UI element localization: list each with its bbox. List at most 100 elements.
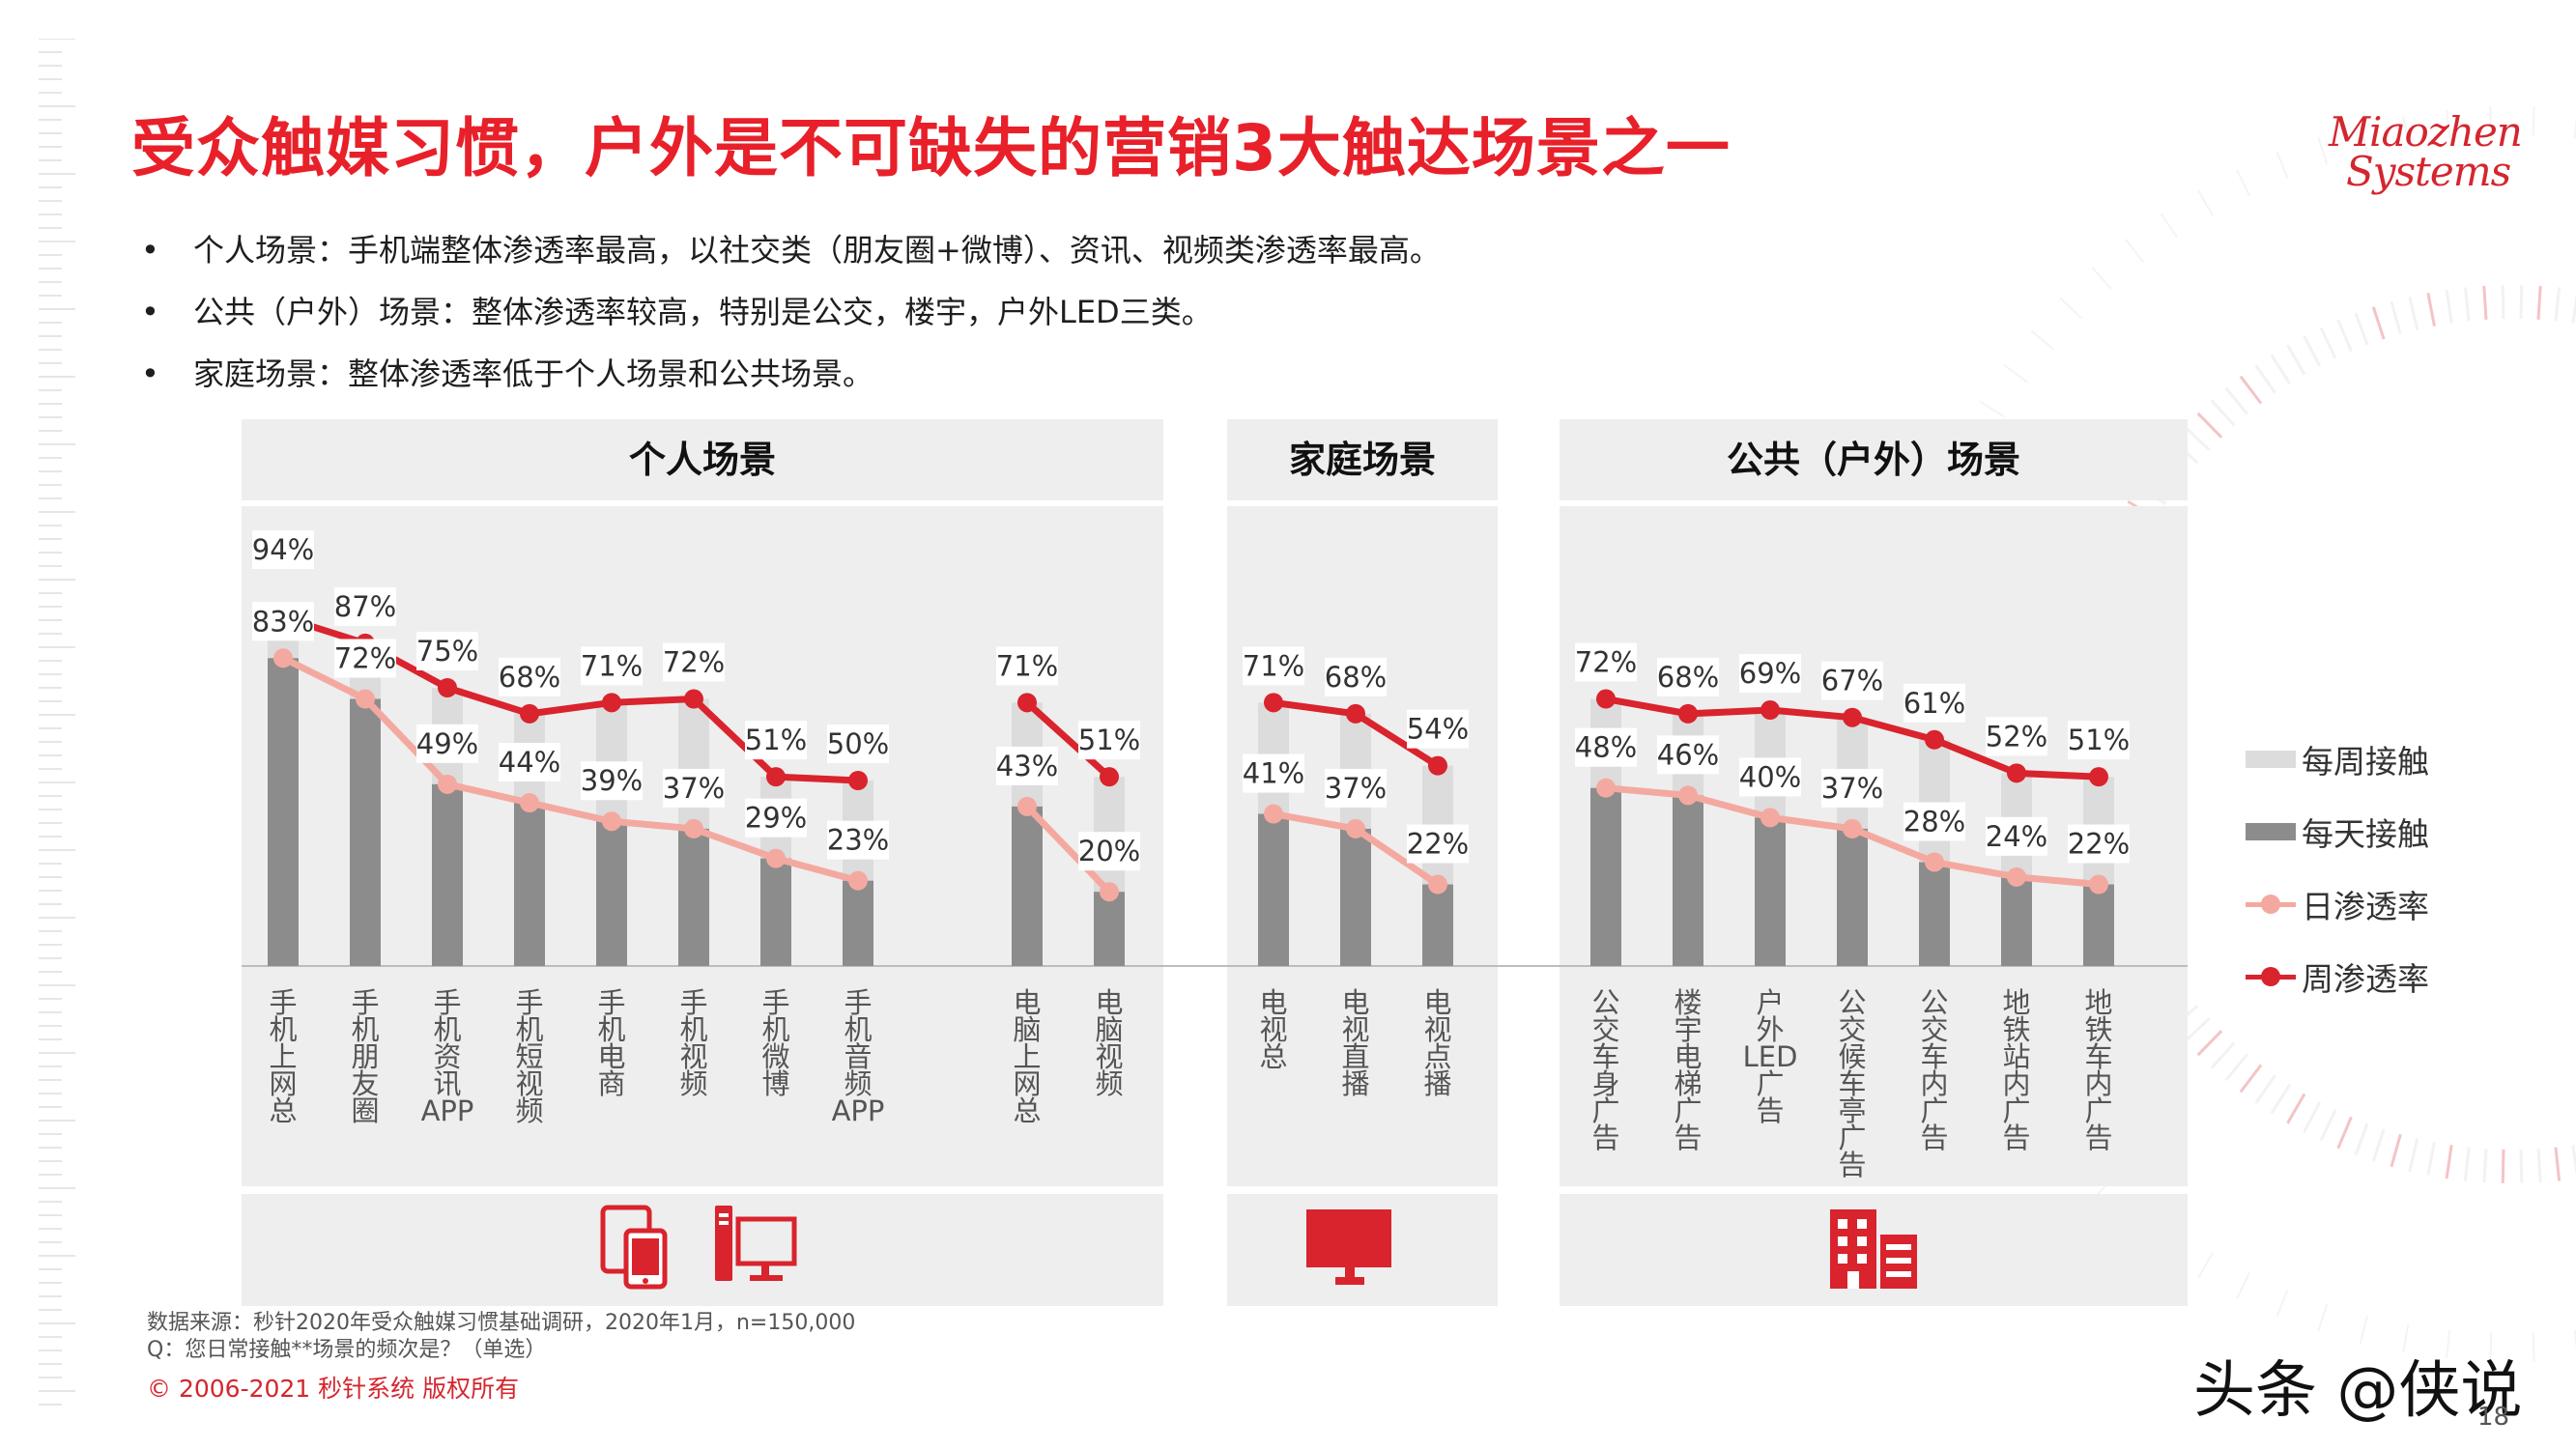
weekly-data-label: 54% [1407, 713, 1469, 746]
daily-contact-bar [1673, 795, 1703, 966]
daily-contact-bar [268, 658, 299, 966]
weekly-data-label-bg [663, 642, 725, 682]
weekly-data-label-bg [745, 721, 807, 760]
weekly-data-label: 50% [827, 727, 889, 760]
weekly-data-label-bg [1821, 661, 1883, 700]
weekly-data-label: 94% [252, 533, 314, 566]
daily-contact-bar [1094, 892, 1125, 966]
weekly-data-label: 61% [1903, 687, 1965, 720]
weekly-data-label-bg [1986, 717, 2047, 756]
daily-penetration-point [1428, 874, 1447, 895]
daily-contact-bar [843, 880, 873, 966]
category-label: 电视直播 [1341, 986, 1369, 1100]
legend-label: 周渗透率 [2302, 959, 2429, 998]
legend-swatch-weekly-contact [2246, 750, 2296, 768]
daily-data-label: 24% [1986, 820, 2047, 853]
daily-data-label-bg [1986, 816, 2047, 856]
logo-line-1: Miaozhen [2329, 108, 2523, 156]
daily-data-label: 23% [827, 824, 889, 857]
daily-data-label: 22% [1407, 828, 1469, 861]
daily-data-label: 48% [1575, 731, 1637, 764]
daily-data-label: 37% [1325, 772, 1387, 805]
daily-penetration-point [438, 774, 457, 794]
daily-data-label: 22% [2068, 828, 2130, 861]
category-label: 公交车内广告 [1920, 986, 1948, 1154]
daily-contact-bar [760, 858, 791, 966]
weekly-data-label: 51% [745, 724, 807, 756]
panel-footer-personal [242, 1194, 1163, 1306]
weekly-data-label-bg [1407, 709, 1469, 749]
daily-contact-bar [596, 821, 627, 966]
devices-icon [600, 1205, 668, 1290]
daily-penetration-point [1100, 882, 1119, 902]
page-title: 受众触媒习惯，户外是不可缺失的营销3大触达场景之一 [131, 111, 1731, 185]
daily-penetration-point [1264, 804, 1283, 824]
daily-contact-bar [514, 803, 545, 966]
source-text: 数据来源：秒针2020年受众触媒习惯基础调研，2020年1月，n=150,000 [147, 1311, 856, 1335]
weekly-penetration-point [438, 678, 457, 697]
weekly-data-label: 69% [1739, 657, 1801, 690]
legend-label: 日渗透率 [2302, 887, 2429, 925]
daily-data-label: 72% [334, 642, 396, 675]
daily-data-label-bg [1657, 735, 1719, 775]
daily-data-label-bg [2068, 824, 2130, 864]
weekly-data-label-bg [334, 586, 396, 626]
category-label: 公交车身广告 [1591, 986, 1619, 1154]
weekly-penetration-point [1017, 693, 1037, 713]
daily-penetration-point [1346, 818, 1365, 838]
category-label: 楼宇电梯广告 [1674, 986, 1702, 1154]
weekly-penetration-point [520, 703, 539, 724]
watermark-text: 头条 @侠说 [2193, 1355, 2523, 1427]
weekly-penetration-point [766, 767, 786, 787]
weekly-penetration-line [1024, 699, 1112, 780]
weekly-data-label-bg [2068, 721, 2130, 760]
daily-data-label: 44% [499, 746, 560, 779]
daily-contact-bar [2001, 876, 2032, 966]
daily-data-label-bg [827, 820, 889, 860]
daily-penetration-point [520, 793, 539, 813]
legend-label: 每天接触 [2302, 814, 2429, 853]
question-text: Q：您日常接触**场景的频次是？（单选） [147, 1338, 547, 1362]
weekly-penetration-point [1925, 729, 1944, 750]
legend-item-weekly-contact: 每周接触 [2246, 723, 2429, 795]
daily-data-label-bg [1903, 802, 1965, 841]
weekly-data-label: 51% [2068, 724, 2130, 756]
weekly-data-label: 87% [334, 590, 396, 623]
daily-penetration-point [273, 648, 293, 668]
weekly-data-label-bg [1243, 646, 1304, 686]
daily-penetration-point [1760, 808, 1780, 828]
weekly-data-label-bg [1078, 721, 1140, 760]
weekly-data-label-bg [1575, 642, 1637, 682]
category-label: 公交候车亭广告 [1838, 986, 1866, 1181]
daily-contact-bar [1590, 787, 1621, 966]
weekly-penetration-point [848, 771, 868, 790]
daily-penetration-point [356, 689, 375, 709]
category-label: 电脑上网总 [1013, 986, 1041, 1127]
weekly-data-label: 52% [1986, 720, 2047, 753]
bullet-public: 公共（户外）场景：整体渗透率较高，特别是公交，楼宇，户外LED三类。 [141, 286, 1441, 348]
daily-data-label-bg [416, 724, 478, 763]
weekly-data-label: 71% [581, 649, 643, 682]
daily-contact-bar [432, 783, 463, 966]
daily-data-label: 43% [996, 750, 1058, 782]
weekly-data-label-bg [499, 657, 560, 696]
category-label: 电脑视频 [1095, 986, 1123, 1100]
building-icon [1830, 1209, 1917, 1289]
daily-contact-bar [678, 828, 709, 966]
weekly-data-label: 68% [1325, 661, 1387, 694]
panel-header-public: 公共（户外）场景 [1560, 419, 2188, 500]
daily-penetration-point [602, 811, 621, 832]
weekly-data-label-bg [996, 646, 1058, 686]
legend-item-daily-contact: 每天接触 [2246, 795, 2429, 867]
category-label: 手机短视频 [515, 986, 543, 1127]
daily-contact-bar [1837, 828, 1868, 966]
daily-data-label: 46% [1657, 738, 1719, 771]
category-label: 手机视频 [679, 986, 707, 1100]
daily-data-label: 39% [581, 764, 643, 797]
weekly-penetration-point [1596, 689, 1616, 709]
daily-data-label: 40% [1739, 760, 1801, 793]
category-label: 手机电商 [597, 986, 625, 1100]
weekly-penetration-point [2007, 763, 2026, 783]
daily-data-label: 37% [663, 772, 725, 805]
weekly-data-label: 71% [996, 649, 1058, 682]
